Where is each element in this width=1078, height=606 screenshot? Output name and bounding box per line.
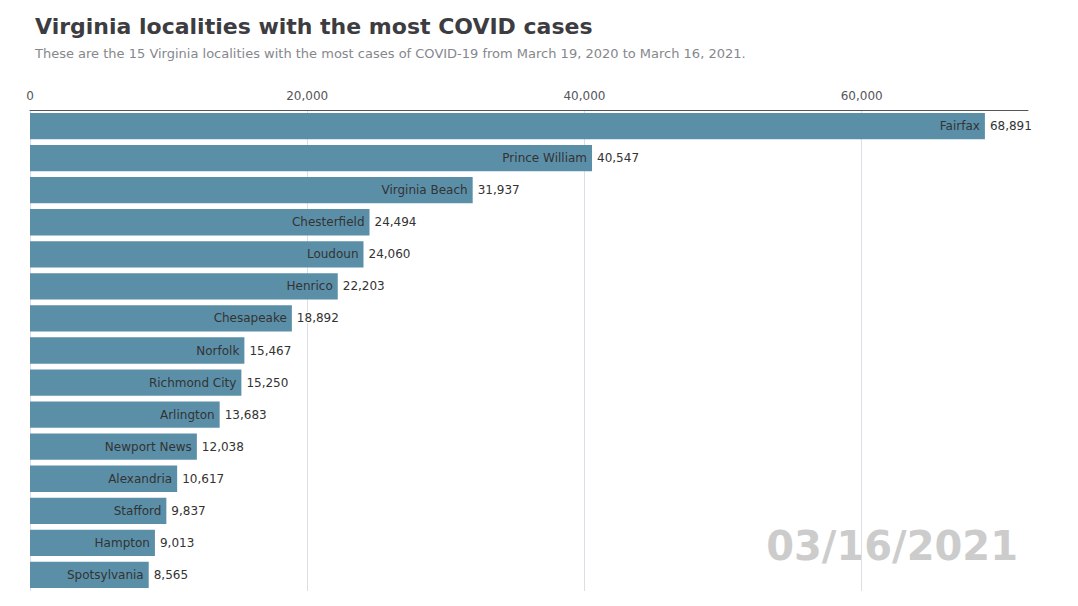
svg-text:8,565: 8,565 [154, 568, 188, 582]
svg-text:60,000: 60,000 [841, 89, 883, 103]
svg-text:22,203: 22,203 [343, 279, 385, 293]
svg-text:9,013: 9,013 [160, 536, 194, 550]
svg-text:20,000: 20,000 [286, 89, 328, 103]
svg-text:10,617: 10,617 [182, 472, 224, 486]
svg-text:Hampton: Hampton [95, 536, 150, 550]
svg-text:Richmond City: Richmond City [149, 376, 236, 390]
svg-text:Chesapeake: Chesapeake [214, 311, 287, 325]
svg-text:Loudoun: Loudoun [307, 247, 359, 261]
svg-text:These are the 15 Virginia loca: These are the 15 Virginia localities wit… [34, 46, 746, 61]
svg-text:Spotsylvania: Spotsylvania [67, 568, 144, 582]
svg-text:Stafford: Stafford [114, 504, 162, 518]
svg-text:18,892: 18,892 [297, 311, 339, 325]
svg-text:Chesterfield: Chesterfield [292, 215, 365, 229]
svg-text:03/16/2021: 03/16/2021 [766, 523, 1018, 569]
svg-text:13,683: 13,683 [225, 408, 267, 422]
svg-text:31,937: 31,937 [478, 183, 520, 197]
svg-text:24,494: 24,494 [375, 215, 417, 229]
svg-text:Newport News: Newport News [105, 440, 192, 454]
svg-text:Fairfax: Fairfax [940, 119, 980, 133]
svg-text:Virginia localities with the m: Virginia localities with the most COVID … [35, 14, 593, 39]
svg-text:Virginia Beach: Virginia Beach [381, 183, 467, 197]
svg-text:Henrico: Henrico [287, 279, 333, 293]
svg-text:40,000: 40,000 [563, 89, 605, 103]
svg-text:0: 0 [26, 89, 34, 103]
svg-text:Arlington: Arlington [160, 408, 215, 422]
svg-text:40,547: 40,547 [597, 151, 639, 165]
svg-text:68,891: 68,891 [990, 119, 1032, 133]
svg-text:15,467: 15,467 [249, 344, 291, 358]
svg-text:12,038: 12,038 [202, 440, 244, 454]
svg-text:Prince William: Prince William [502, 151, 587, 165]
svg-text:15,250: 15,250 [246, 376, 288, 390]
svg-text:Alexandria: Alexandria [108, 472, 172, 486]
svg-text:24,060: 24,060 [368, 247, 410, 261]
svg-text:Norfolk: Norfolk [196, 344, 239, 358]
svg-text:9,837: 9,837 [171, 504, 205, 518]
